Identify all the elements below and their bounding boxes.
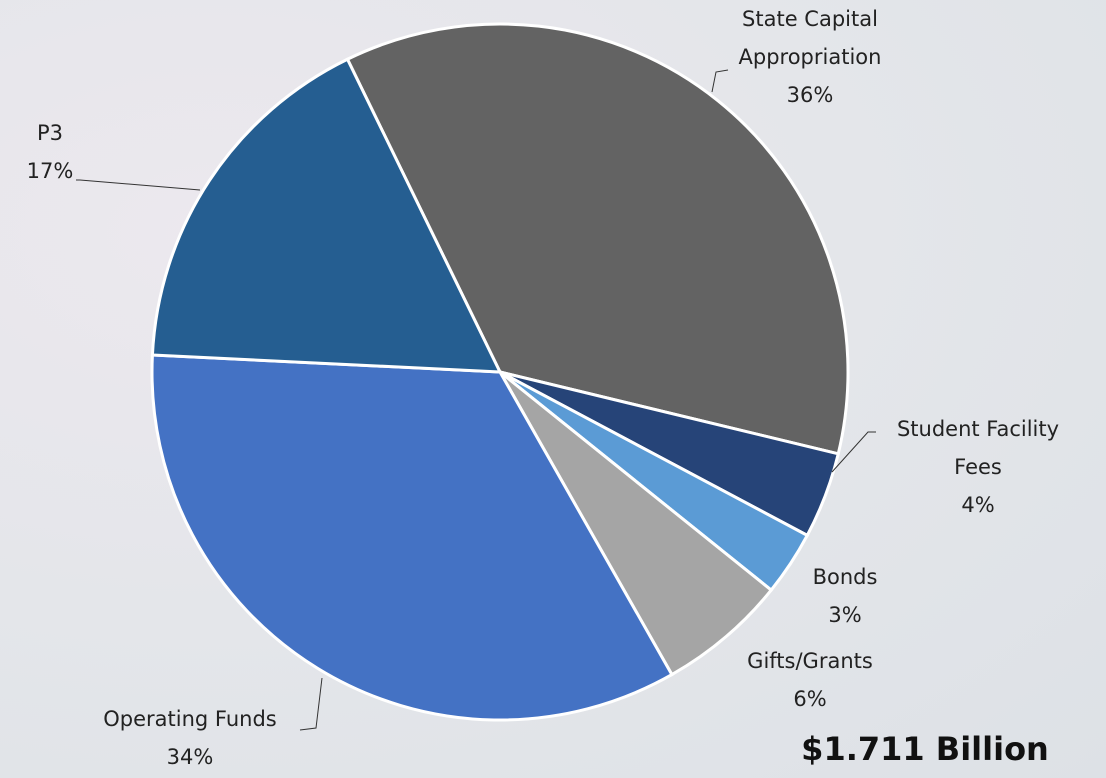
value-label: 6% [793, 687, 827, 711]
category-label: State Capital Appropriation [738, 7, 882, 69]
leader-lines [76, 69, 876, 731]
slice-label: Operating Funds 34% [70, 700, 310, 776]
pie [150, 22, 850, 722]
value-label: 3% [828, 603, 862, 627]
slice-label: P3 17% [10, 114, 90, 190]
slice-label: Bonds 3% [785, 558, 905, 634]
slice-label: Gifts/Grants 6% [730, 642, 890, 718]
value-label: 36% [786, 83, 834, 107]
category-label: Student Facility Fees [896, 417, 1060, 479]
pie-slice [498, 370, 774, 677]
value-label: 4% [961, 493, 995, 517]
pie-slice [150, 353, 674, 722]
leader-line [831, 431, 876, 473]
leader-line [711, 69, 729, 93]
slice-label: State Capital Appropriation 36% [725, 0, 895, 114]
category-label: Bonds [812, 565, 878, 589]
pie-slice [345, 22, 850, 456]
category-label: Gifts/Grants [747, 649, 873, 673]
slice-label: Student Facility Fees 4% [873, 410, 1083, 524]
total-annotation: $1.711 Billion [801, 730, 1049, 768]
category-label: Operating Funds [103, 707, 277, 731]
pie-slice [150, 57, 503, 374]
category-label: P3 [36, 121, 64, 145]
value-label: 34% [166, 745, 214, 769]
leader-line [299, 677, 323, 731]
leader-line [76, 179, 201, 191]
value-label: 17% [26, 159, 74, 183]
